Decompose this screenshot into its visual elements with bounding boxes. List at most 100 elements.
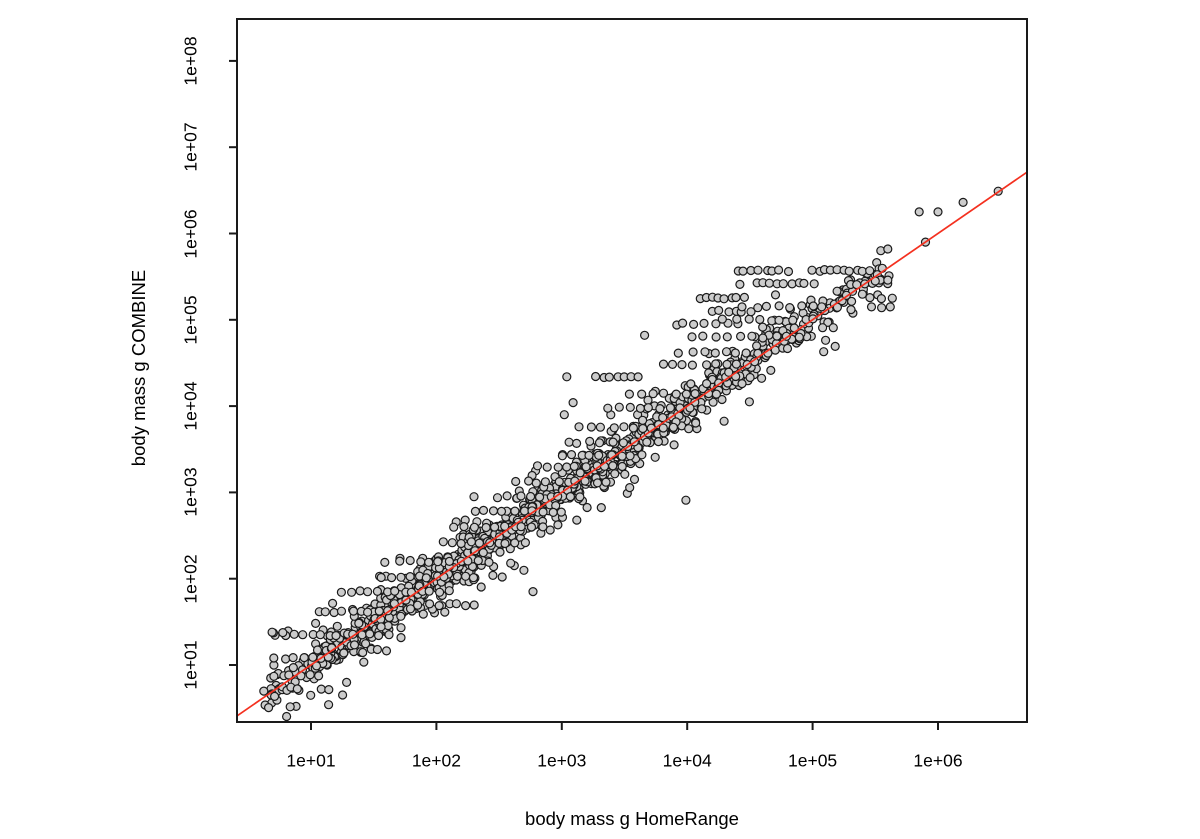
data-point	[741, 348, 751, 358]
data-point	[299, 652, 309, 663]
data-point	[396, 572, 406, 582]
y-tick-label: 1e+06	[180, 208, 201, 259]
data-point	[807, 265, 817, 275]
data-point	[714, 305, 724, 315]
data-point	[619, 422, 629, 432]
x-tick-label: 1e+01	[286, 750, 336, 771]
data-point	[390, 586, 400, 596]
data-point	[572, 515, 582, 525]
data-point	[324, 684, 334, 695]
data-point	[532, 461, 543, 471]
data-point	[697, 404, 707, 414]
y-tick-label: 1e+03	[180, 467, 201, 517]
data-point	[686, 379, 696, 389]
data-point	[770, 290, 781, 300]
data-point	[355, 586, 365, 596]
data-point	[758, 322, 768, 332]
data-point	[739, 292, 750, 302]
data-point	[538, 507, 548, 517]
data-point	[721, 347, 732, 357]
data-point	[865, 293, 875, 303]
data-point	[773, 265, 784, 275]
data-point	[625, 483, 635, 493]
data-point	[817, 302, 827, 312]
data-point	[635, 403, 646, 413]
data-point	[469, 600, 479, 610]
data-point	[787, 279, 797, 289]
data-point	[395, 556, 405, 566]
data-point	[490, 522, 500, 532]
data-point	[374, 630, 384, 641]
data-point	[653, 437, 664, 447]
data-point	[421, 573, 431, 583]
data-point	[876, 294, 887, 304]
data-point	[809, 279, 819, 289]
data-point	[751, 341, 762, 351]
data-point	[808, 301, 818, 311]
data-point	[332, 621, 342, 631]
data-point	[396, 623, 406, 633]
data-point	[711, 332, 721, 342]
data-point	[348, 606, 359, 616]
data-point	[349, 640, 360, 650]
data-point	[347, 587, 357, 597]
data-point	[384, 630, 394, 640]
data-point	[506, 558, 516, 568]
data-point	[285, 702, 295, 712]
data-point	[625, 451, 635, 461]
data-point	[444, 556, 454, 567]
data-point	[492, 493, 503, 503]
data-point	[538, 522, 548, 532]
data-point	[361, 639, 371, 649]
data-point	[316, 684, 326, 694]
data-point	[774, 315, 784, 325]
data-point	[698, 331, 708, 341]
data-point	[405, 604, 416, 614]
data-point	[531, 478, 541, 488]
data-point	[374, 606, 384, 616]
data-point	[782, 343, 793, 354]
data-point	[556, 507, 566, 517]
data-point	[708, 397, 718, 407]
data-point	[699, 318, 709, 328]
data-point	[298, 630, 308, 640]
data-point	[639, 330, 650, 340]
data-point	[658, 359, 669, 369]
data-point	[510, 538, 520, 548]
data-point	[497, 572, 507, 582]
data-point	[405, 571, 415, 582]
data-point	[520, 537, 531, 548]
data-point	[488, 570, 498, 581]
data-point	[466, 537, 476, 547]
data-point	[314, 671, 324, 681]
identity-line	[236, 171, 1028, 717]
data-point	[628, 423, 639, 433]
data-point	[440, 607, 450, 617]
data-point	[857, 266, 867, 276]
data-point	[724, 307, 734, 317]
data-point	[354, 618, 364, 628]
data-point	[387, 572, 397, 583]
data-point	[534, 492, 545, 502]
data-point	[620, 469, 630, 479]
data-point	[523, 476, 534, 486]
data-point	[711, 319, 721, 329]
data-point	[359, 657, 369, 667]
data-point	[608, 461, 618, 471]
x-tick-label: 1e+05	[788, 750, 838, 771]
data-point	[336, 587, 346, 597]
data-point	[914, 207, 924, 217]
data-point	[339, 648, 349, 658]
data-point	[528, 586, 538, 597]
data-point	[638, 423, 648, 434]
data-point	[732, 314, 742, 324]
data-point	[755, 314, 765, 325]
data-point	[794, 332, 804, 342]
data-point	[684, 424, 694, 434]
data-point	[595, 422, 606, 432]
data-point	[306, 690, 316, 700]
data-point	[324, 700, 334, 710]
data-point	[328, 598, 338, 609]
data-point	[883, 244, 893, 254]
